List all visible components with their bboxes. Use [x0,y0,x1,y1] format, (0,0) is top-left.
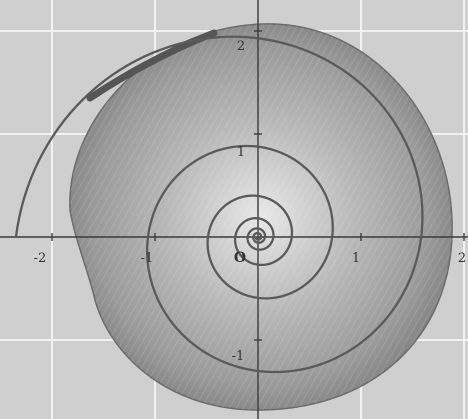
log-spiral-curve [14,35,424,374]
y-tick-label-neg1: -1 [232,349,245,364]
x-tick-label-2: 2 [458,251,466,266]
x-tick-label-neg1: -1 [141,251,154,266]
y-tick-label-1: 1 [237,145,245,160]
shell-photo [69,23,453,411]
origin-label: O [234,250,246,266]
x-tick-label-1: 1 [352,251,360,266]
y-tick-label-2: 2 [237,39,245,54]
shell-texture [69,23,453,411]
x-tick-label-neg2: -2 [34,251,47,266]
